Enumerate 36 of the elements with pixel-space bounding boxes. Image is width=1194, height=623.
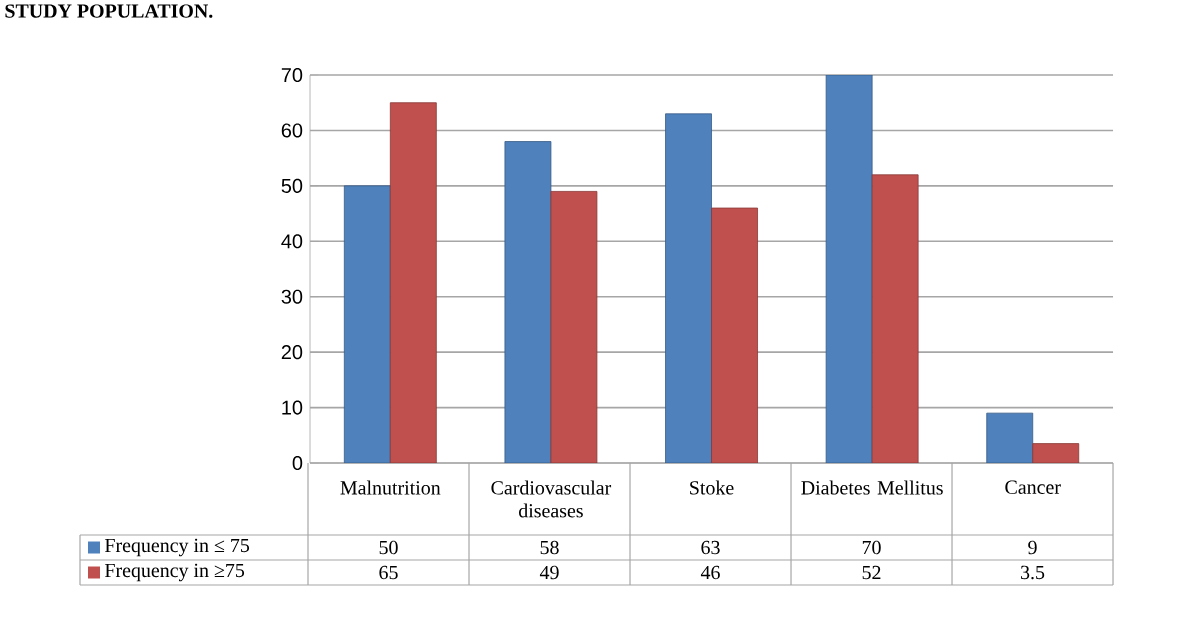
x-tick-label: Malnutrition — [340, 480, 441, 495]
y-tick-label: 0 — [292, 455, 303, 471]
y-tick-label: 40 — [281, 234, 303, 249]
y-tick-label: 50 — [281, 178, 303, 193]
data-label: 49 — [539, 565, 559, 580]
data-label: 63 — [701, 540, 720, 555]
y-tick-label: 10 — [282, 400, 303, 415]
bar — [389, 102, 437, 464]
data-label: 46 — [700, 565, 720, 580]
bar — [550, 191, 598, 464]
bar — [986, 412, 1034, 464]
legend-label: Frequency in ≤ 75 — [104, 538, 250, 557]
data-label: 70 — [862, 540, 881, 555]
data-label: 52 — [862, 565, 881, 580]
x-tick-label: Cardiovascular diseases — [491, 480, 612, 518]
bar — [1032, 443, 1080, 464]
y-tick-label: 60 — [281, 123, 303, 138]
data-label: 50 — [379, 540, 398, 555]
legend-label: Frequency in ≥75 — [104, 563, 245, 582]
x-tick-label: Stoke — [690, 480, 734, 495]
text: STUDY POPULATION. — [5, 4, 213, 18]
x-tick-label: Diabetes Mellitus — [801, 480, 943, 495]
x-tick-label: Cancer — [1005, 480, 1061, 494]
data-label: 9 — [1028, 540, 1037, 555]
bar — [343, 185, 391, 464]
data-label: 65 — [379, 565, 398, 580]
data-label: 58 — [540, 540, 559, 555]
bar — [504, 141, 552, 464]
bar — [871, 174, 919, 464]
y-tick-label: 20 — [281, 345, 303, 360]
data-label: 3.5 — [1021, 565, 1045, 580]
y-tick-label: 30 — [281, 289, 303, 304]
bar — [711, 207, 758, 464]
bar — [665, 113, 712, 464]
bar — [825, 75, 873, 464]
y-tick-label: 70 — [281, 67, 303, 83]
